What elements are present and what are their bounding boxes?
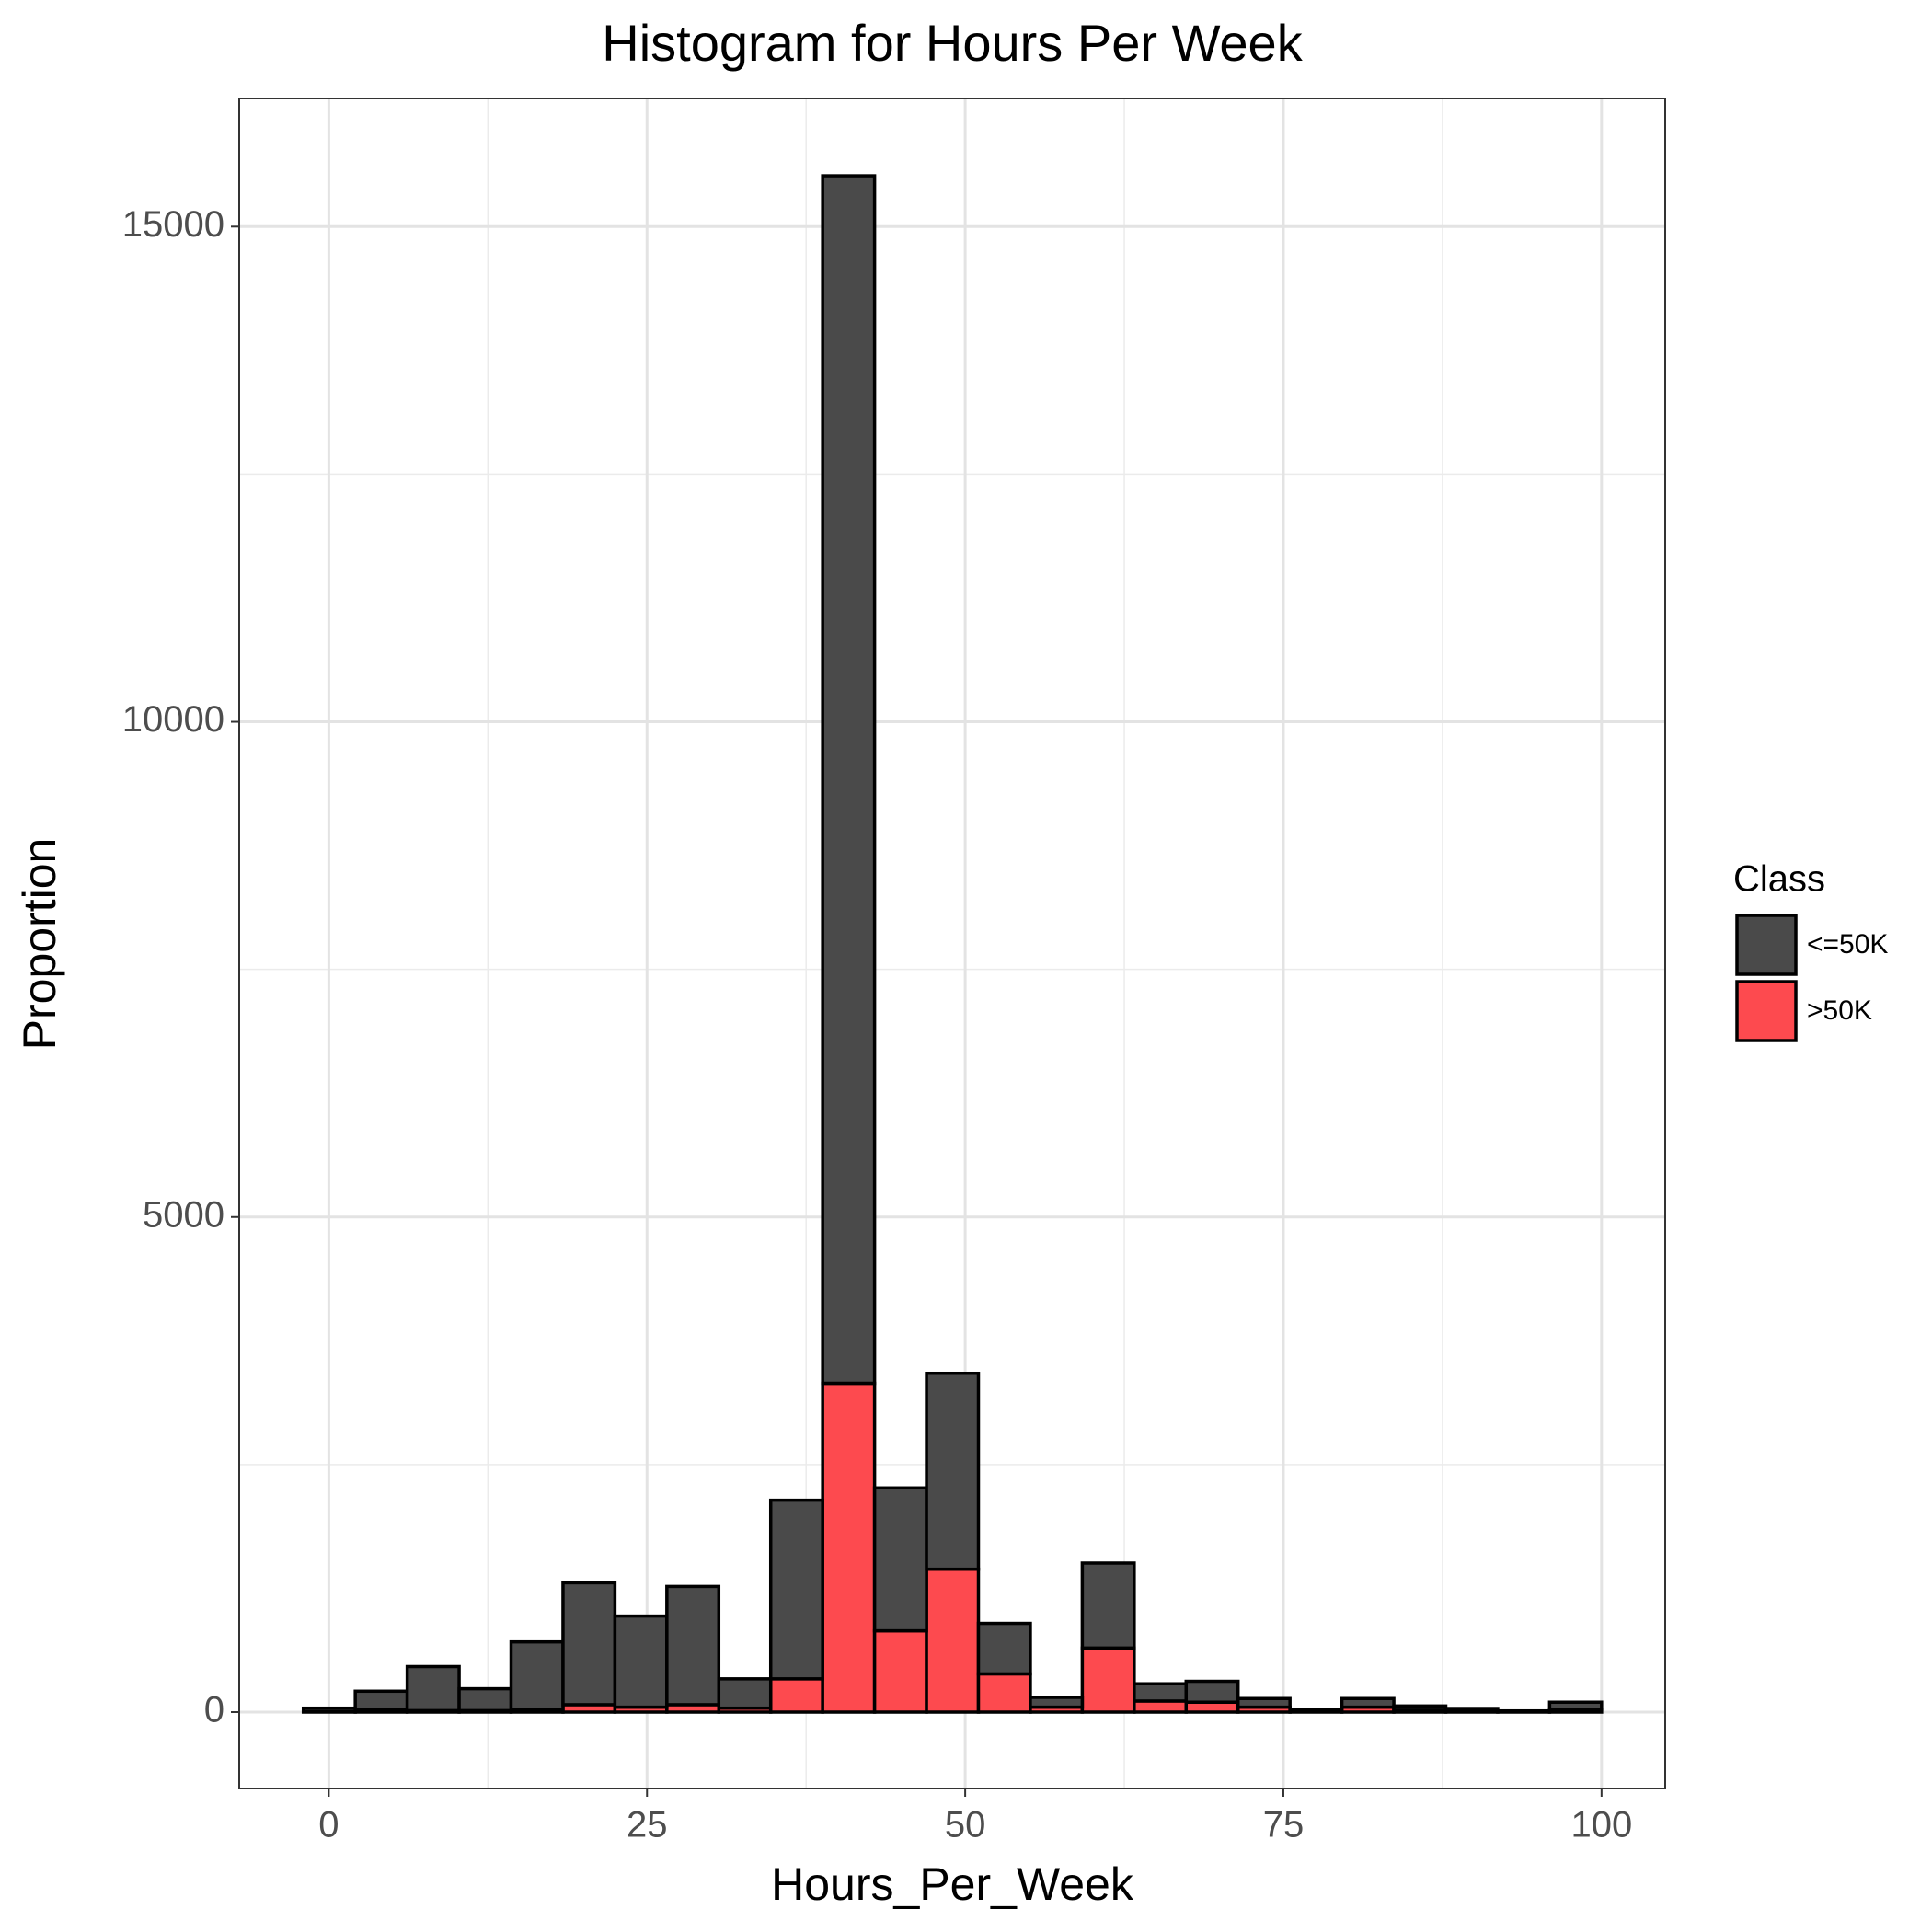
y-axis-title: Proportion	[14, 838, 65, 1051]
legend-label: <=50K	[1807, 929, 1888, 960]
y-tick-label: 5000	[143, 1194, 224, 1235]
bar	[1547, 1700, 1604, 1711]
x-tick-label: 25	[627, 1805, 668, 1846]
bar	[561, 1581, 617, 1707]
legend-key	[1735, 914, 1798, 976]
legend-key	[1735, 980, 1798, 1042]
x-tick-label: 0	[318, 1805, 339, 1846]
bar	[665, 1584, 721, 1707]
bar	[1133, 1699, 1189, 1714]
legend-label: >50K	[1807, 995, 1872, 1026]
bar	[821, 174, 877, 1386]
bar	[1288, 1708, 1344, 1714]
bar	[925, 1371, 981, 1571]
bar	[1184, 1679, 1240, 1704]
bar	[768, 1677, 824, 1714]
bar	[768, 1498, 824, 1681]
bar	[872, 1486, 928, 1633]
bar	[925, 1567, 981, 1714]
y-tick-label: 15000	[122, 204, 224, 245]
y-tick-label: 0	[204, 1690, 224, 1731]
legend-title: Class	[1733, 859, 1825, 900]
chart-title: Histogram for Hours Per Week	[602, 14, 1303, 72]
bar	[872, 1628, 928, 1714]
bar	[1236, 1696, 1292, 1709]
bar	[976, 1621, 1032, 1676]
bar	[613, 1614, 669, 1709]
bar	[405, 1664, 461, 1713]
bar	[821, 1381, 877, 1714]
bar	[1080, 1561, 1136, 1650]
bar	[457, 1686, 513, 1713]
x-tick-label: 75	[1263, 1805, 1305, 1846]
y-tick-label: 10000	[122, 699, 224, 740]
bar	[1392, 1704, 1448, 1712]
bar	[1340, 1696, 1396, 1709]
bar	[1133, 1682, 1189, 1703]
bar	[509, 1639, 565, 1711]
bar	[301, 1706, 357, 1714]
bar	[976, 1672, 1032, 1714]
bar	[717, 1677, 773, 1710]
bar	[1443, 1707, 1500, 1713]
bar	[1496, 1708, 1552, 1714]
x-axis-title: Hours_Per_Week	[771, 1858, 1134, 1910]
panel-border	[238, 98, 1666, 1789]
bar	[353, 1689, 409, 1712]
bar	[1029, 1696, 1085, 1709]
x-tick-label: 50	[945, 1805, 986, 1846]
bar	[1080, 1646, 1136, 1714]
x-tick-label: 100	[1570, 1805, 1632, 1846]
